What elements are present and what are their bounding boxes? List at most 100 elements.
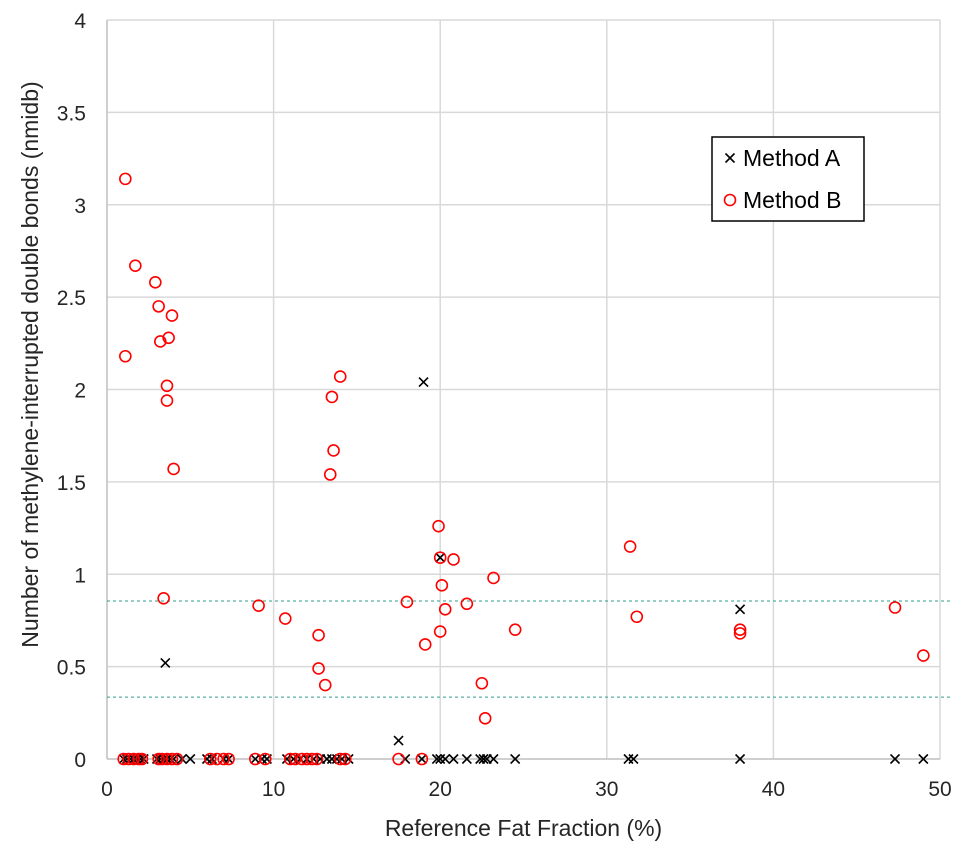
data-point-method-b [312,628,325,642]
data-point-method-b [435,579,449,592]
data-point-method-b [400,595,414,609]
data-point-method-a [889,753,901,765]
data-point-method-b [203,752,217,766]
legend-entry-method-b: Method B [723,187,841,213]
data-point-method-b [222,752,235,766]
data-point-method-b [418,638,432,651]
y-tick-label: 0 [74,749,86,772]
data-point-method-b [165,752,179,766]
y-axis-ticks: 0 0.5 1 1.5 2 2.5 3 3.5 4 [57,10,87,772]
y-tick-label: 0.5 [57,657,86,680]
legend-marker-x-icon [724,152,736,164]
data-point-method-b [888,601,902,614]
data-point-method-b [475,676,489,690]
data-point-method-b [460,597,474,611]
legend-circle-mark [723,193,737,207]
data-point-method-b [167,462,180,476]
y-tick-label: 2.5 [57,287,86,310]
legend-x-mark [724,152,736,164]
data-point-method-a [418,377,429,388]
data-point-method-a [185,753,196,765]
y-tick-label: 4 [74,10,86,33]
data-point-method-b [733,627,747,640]
data-point-method-b [149,276,162,289]
data-point-method-a [160,657,171,668]
data-point-method-b [323,468,337,481]
data-point-method-a [431,753,442,765]
data-point-method-b [217,752,230,766]
data-point-method-b [170,752,184,766]
legend-marker-circle-icon [723,193,737,207]
data-point-method-b [623,540,637,553]
legend-entry-method-a: Method A [724,145,841,171]
data-point-method-b [160,379,174,393]
data-point-method-a [488,753,499,765]
y-tick-label: 2 [74,380,86,403]
data-points [117,172,930,766]
data-point-method-b [433,551,447,564]
data-point-method-b [132,752,145,766]
data-point-method-b [630,610,644,624]
data-point-method-b [305,752,319,766]
y-tick-label: 1.5 [57,472,86,495]
data-point-method-b [327,444,340,457]
data-point-method-b [318,678,332,692]
data-point-method-b [162,331,175,345]
data-point-method-b [917,649,930,662]
data-point-method-b [338,752,352,766]
data-point-method-b [157,591,170,605]
x-tick-label: 0 [101,778,113,801]
data-point-method-b [432,519,445,533]
data-point-method-b [433,625,447,638]
data-point-method-a [735,604,746,615]
data-point-method-b [447,553,460,566]
data-point-method-b [154,335,167,348]
data-point-method-a [918,753,929,765]
y-tick-label: 3.5 [57,102,86,125]
data-point-method-b [152,752,165,766]
data-point-method-b [733,623,747,636]
data-point-method-a [393,735,404,746]
data-point-method-a [448,753,459,765]
legend-label-method-a: Method A [743,145,841,171]
y-tick-label: 3 [74,195,86,218]
data-point-method-b [122,752,135,766]
data-point-method-b [508,623,522,636]
data-point-method-b [165,309,179,322]
data-point-method-b [295,752,309,766]
x-tick-label: 30 [595,778,618,801]
data-point-method-a [735,753,746,765]
data-point-method-b [333,752,347,766]
data-point-method-b [160,394,174,407]
x-axis-ticks: 0 10 20 30 40 50 [101,778,952,801]
data-point-method-a [628,753,639,765]
data-point-method-b [152,300,165,313]
data-point-method-b [310,752,324,766]
data-point-method-b [300,752,314,766]
y-tick-label: 1 [74,564,86,587]
data-point-method-b [478,712,492,725]
data-point-method-b [119,172,132,186]
data-point-method-b [160,752,174,766]
data-point-method-b [312,662,325,675]
data-point-method-b [127,752,140,766]
series-method-b [117,172,930,766]
reference-lines [107,600,952,698]
data-point-method-a [461,753,472,765]
gridlines [106,19,941,760]
x-tick-label: 10 [262,778,285,801]
series-method-a [118,377,929,765]
data-point-method-b [487,571,500,585]
data-point-method-b [117,752,130,766]
data-point-method-b [129,259,142,273]
data-point-method-b [252,599,265,612]
data-point-method-b [333,370,347,383]
data-point-method-b [325,390,339,404]
legend-label-method-b: Method B [743,187,841,213]
data-point-method-b [258,752,272,766]
x-tick-label: 20 [429,778,452,801]
data-point-method-a [510,753,521,765]
x-tick-label: 50 [928,778,951,801]
data-point-method-b [155,752,169,766]
data-point-method-a [478,753,489,765]
